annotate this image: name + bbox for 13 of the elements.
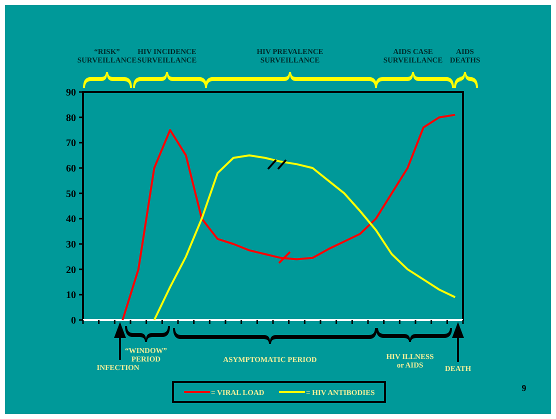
- line-series: [153, 154, 456, 321]
- text: 9: [522, 383, 527, 393]
- y-tick-label: 80: [66, 112, 76, 124]
- line-series: [122, 114, 456, 321]
- y-tick-label: 50: [66, 188, 76, 200]
- y-tick-label: 0: [71, 316, 76, 326]
- y-tick-label: 60: [66, 164, 76, 174]
- y-tick-label: 40: [66, 214, 76, 226]
- y-tick-label: 20: [66, 264, 76, 276]
- y-tick-label: 10: [66, 290, 76, 302]
- y-tick-label: 90: [66, 88, 76, 98]
- y-tick-label: 70: [66, 138, 76, 150]
- y-tick-label: 30: [66, 240, 76, 250]
